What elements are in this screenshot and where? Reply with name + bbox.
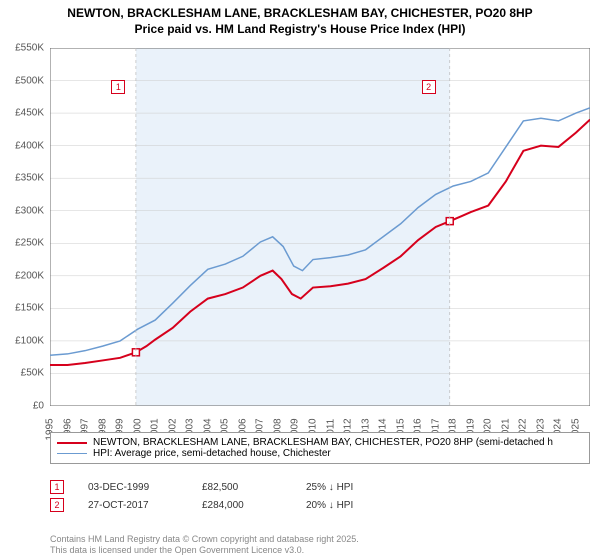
legend-label: HPI: Average price, semi-detached house,… xyxy=(93,448,331,459)
footer-line-2: This data is licensed under the Open Gov… xyxy=(50,545,359,556)
legend-item: HPI: Average price, semi-detached house,… xyxy=(57,448,583,459)
sale-date: 27-OCT-2017 xyxy=(88,500,178,511)
y-tick-label: £450K xyxy=(15,108,44,119)
chart-container: NEWTON, BRACKLESHAM LANE, BRACKLESHAM BA… xyxy=(0,0,600,560)
sale-badge: 1 xyxy=(50,480,64,494)
plot-svg xyxy=(50,48,590,406)
sale-price: £82,500 xyxy=(202,482,282,493)
y-tick-label: £250K xyxy=(15,238,44,249)
chart-title: NEWTON, BRACKLESHAM LANE, BRACKLESHAM BA… xyxy=(0,0,600,37)
y-tick-label: £350K xyxy=(15,173,44,184)
footer-line-1: Contains HM Land Registry data © Crown c… xyxy=(50,534,359,545)
sale-delta: 25% ↓ HPI xyxy=(306,482,353,493)
sales-table: 1 03-DEC-1999 £82,500 25% ↓ HPI 2 27-OCT… xyxy=(50,480,353,516)
legend: NEWTON, BRACKLESHAM LANE, BRACKLESHAM BA… xyxy=(50,432,590,464)
y-tick-label: £50K xyxy=(21,368,44,379)
legend-swatch xyxy=(57,453,87,455)
sale-badge: 2 xyxy=(50,498,64,512)
title-line-2: Price paid vs. HM Land Registry's House … xyxy=(0,22,600,38)
y-tick-label: £400K xyxy=(15,140,44,151)
legend-label: NEWTON, BRACKLESHAM LANE, BRACKLESHAM BA… xyxy=(93,437,553,448)
y-tick-label: £550K xyxy=(15,43,44,54)
sale-row: 2 27-OCT-2017 £284,000 20% ↓ HPI xyxy=(50,498,353,512)
y-tick-label: £0 xyxy=(33,401,44,412)
footer: Contains HM Land Registry data © Crown c… xyxy=(50,534,359,556)
legend-item: NEWTON, BRACKLESHAM LANE, BRACKLESHAM BA… xyxy=(57,437,583,448)
annotation-marker: 2 xyxy=(422,80,436,94)
sale-row: 1 03-DEC-1999 £82,500 25% ↓ HPI xyxy=(50,480,353,494)
y-tick-label: £500K xyxy=(15,75,44,86)
y-tick-label: £200K xyxy=(15,270,44,281)
sale-date: 03-DEC-1999 xyxy=(88,482,178,493)
y-tick-label: £150K xyxy=(15,303,44,314)
sale-delta: 20% ↓ HPI xyxy=(306,500,353,511)
legend-swatch xyxy=(57,442,87,444)
y-tick-label: £100K xyxy=(15,335,44,346)
title-line-1: NEWTON, BRACKLESHAM LANE, BRACKLESHAM BA… xyxy=(0,6,600,22)
sale-price: £284,000 xyxy=(202,500,282,511)
chart-area: £0£50K£100K£150K£200K£250K£300K£350K£400… xyxy=(50,48,590,406)
y-tick-label: £300K xyxy=(15,205,44,216)
annotation-marker: 1 xyxy=(111,80,125,94)
